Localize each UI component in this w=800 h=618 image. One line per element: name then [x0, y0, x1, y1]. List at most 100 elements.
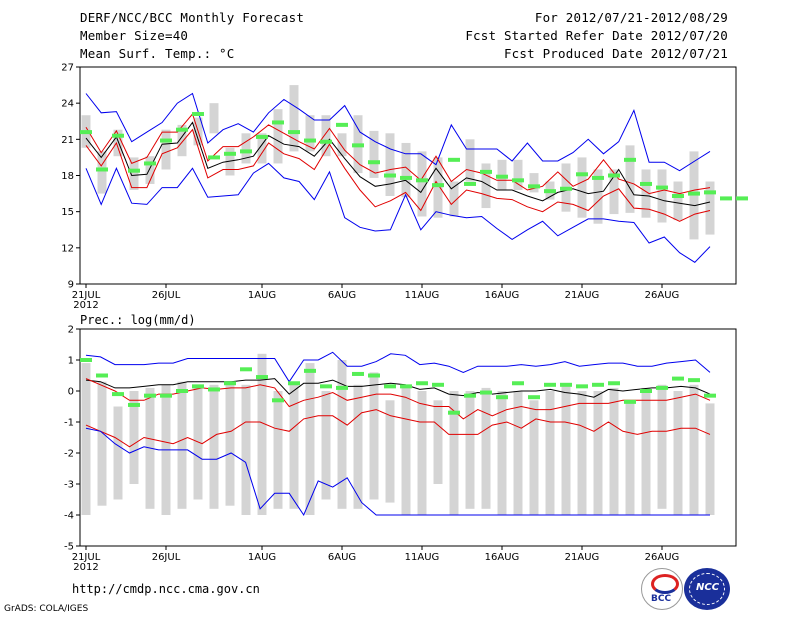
panel2-member-box [705, 403, 715, 515]
panel2-member-box [81, 363, 91, 515]
panel2-observed-mark [656, 385, 668, 390]
panel1-member-box [401, 142, 411, 198]
panel1-x-tick-label: 26AUG [645, 290, 680, 301]
bcc-emblem-icon [651, 574, 679, 594]
forecast-produced-date: Fcst Produced Date 2012/07/21 [503, 46, 728, 61]
panel2-x-tick-label: 6AUG [328, 552, 356, 563]
panel1-member-box [657, 169, 667, 223]
panel1-member-box [273, 109, 283, 164]
forecast-start-date: Fcst Started Refer Date 2012/07/20 [465, 28, 728, 43]
panel1-observed-mark [672, 193, 684, 198]
panel1-member-box [305, 115, 315, 152]
panel2-member-box [241, 384, 251, 515]
panel1-observed-mark [112, 133, 124, 138]
panel2-member-box [209, 384, 219, 509]
panel2-y-tick-label: 0 [68, 387, 74, 398]
panel1-member-box [593, 169, 603, 224]
panel2-observed-mark [80, 358, 92, 362]
panel1-observed-mark [512, 178, 524, 183]
panel1-member-box [673, 181, 683, 221]
grads-credit: GrADS: COLA/IGES [4, 604, 89, 614]
panel2-member-box [417, 391, 427, 515]
member-size: Member Size=40 [80, 28, 189, 43]
panel1-y-tick-label: 27 [61, 63, 74, 74]
panel2-observed-mark [608, 381, 620, 386]
panel1-observed-mark [560, 186, 572, 191]
panel2-member-box [497, 391, 507, 515]
panel2-observed-mark [416, 381, 428, 386]
panel2-member-box [545, 391, 555, 515]
panel1-observed-mark [304, 138, 316, 143]
panel1-max-line [85, 92, 711, 172]
panel1-member-box [433, 157, 443, 218]
panel1-observed-mark [224, 151, 236, 156]
panel1-member-box [577, 157, 587, 218]
panel1-member-box [129, 157, 139, 190]
panel1-observed-mark [336, 122, 348, 127]
panel1-y-tick-label: 12 [61, 243, 74, 254]
panel1-observed-mark [704, 190, 716, 195]
panel2-y-tick-label: -2 [64, 449, 74, 460]
panel1-observed-mark [176, 127, 188, 132]
panel1-observed-mark [496, 174, 508, 179]
panel1-min-line [85, 162, 711, 263]
panel2-min-line [85, 427, 710, 517]
panel1-observed-mark [688, 191, 700, 196]
panel2-max-line [85, 351, 711, 383]
panel2-observed-mark [640, 389, 652, 393]
panel2-observed-mark [528, 395, 540, 400]
panel2-observed-mark [368, 373, 380, 378]
panel2-member-box [593, 391, 603, 515]
panel1-observed-mark [320, 139, 332, 144]
panel1-observed-mark [144, 161, 156, 166]
panel1-member-box [321, 115, 331, 157]
panel1-observed-mark [80, 130, 92, 135]
panel2-member-box [337, 360, 347, 509]
panel1-member-box [337, 133, 347, 157]
panel2-member-box [401, 384, 411, 515]
panel2-member-box [625, 400, 635, 515]
panel1-observed-mark [272, 120, 284, 125]
panel1-member-box [161, 129, 171, 170]
panel2-member-box [289, 384, 299, 509]
panel1-observed-mark [640, 181, 652, 186]
panel2-title: Prec.: log(mm/d) [80, 313, 196, 327]
panel1-y-tick-label: 21 [61, 135, 74, 146]
panel2-member-box [273, 391, 283, 509]
panel2-member-box [353, 384, 363, 509]
panel1-member-box [609, 169, 619, 215]
panel1-observed-mark [608, 173, 620, 178]
panel2-observed-mark [496, 395, 508, 400]
source-url[interactable]: http://cmdp.ncc.cma.gov.cn [72, 582, 260, 596]
panel2-observed-mark [176, 389, 188, 393]
panel2-member-box [129, 391, 139, 484]
panel1-y-tick-label: 18 [61, 171, 74, 182]
panel2-member-box [513, 391, 523, 515]
panel2-observed-mark [192, 384, 204, 389]
panel2-x-tick-label: 26JUL [152, 552, 181, 563]
panel2-x-tick-label: 11AUG [405, 552, 440, 563]
panel1-observed-mark [720, 196, 732, 201]
panel1-observed-mark [736, 196, 748, 201]
forecast-period: For 2012/07/21-2012/08/29 [534, 10, 728, 25]
panel2-observed-mark [592, 382, 604, 387]
panel2-member-box [561, 384, 571, 515]
panel1-x-tick-label: 21AUG [565, 290, 600, 301]
panel1-observed-mark [400, 175, 412, 180]
panel2-observed-mark [384, 384, 396, 389]
panel1-x-tick-label: 21JUL [72, 290, 101, 301]
panel2-observed-mark [208, 387, 220, 392]
panel2-member-box [225, 381, 235, 506]
panel2-member-box [609, 387, 619, 515]
chart-title: DERF/NCC/BCC Monthly Forecast [80, 10, 305, 25]
panel2-member-box [369, 372, 379, 500]
panel2-observed-mark [352, 371, 364, 376]
panel2-observed-mark [672, 376, 684, 381]
panel1-member-box [417, 151, 427, 217]
panel1-member-box [145, 156, 155, 184]
panel2-observed-mark [272, 398, 284, 403]
panel2-observed-mark [240, 367, 252, 372]
panel1-observed-mark [208, 155, 220, 160]
panel1-member-box [641, 169, 651, 218]
panel1-x-tick-label: 11AUG [405, 290, 440, 301]
